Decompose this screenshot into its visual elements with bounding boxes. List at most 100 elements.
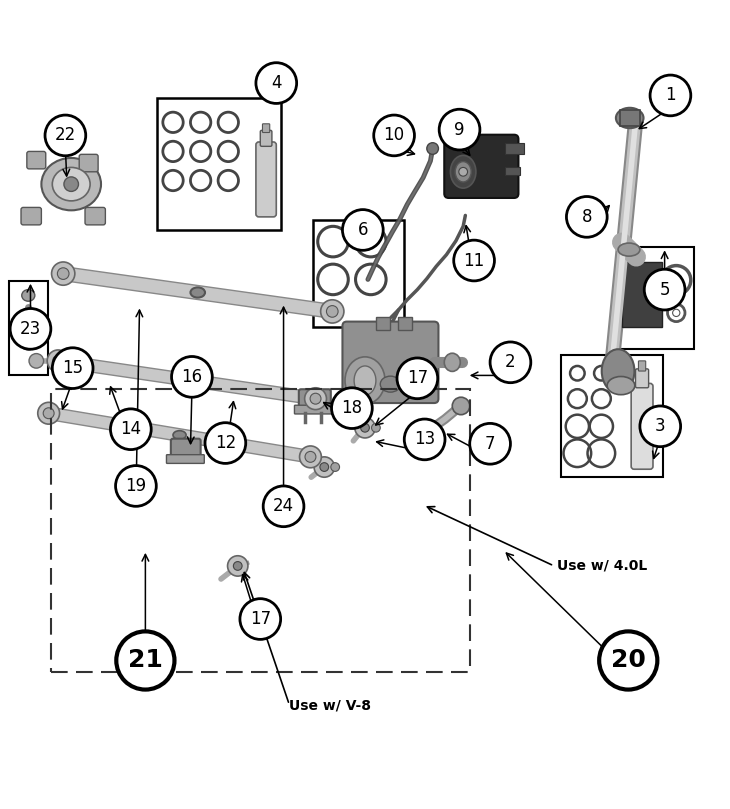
- Bar: [505, 142, 523, 154]
- Bar: [398, 317, 412, 330]
- Circle shape: [116, 631, 174, 689]
- Circle shape: [299, 446, 321, 468]
- Circle shape: [599, 631, 657, 689]
- Circle shape: [372, 423, 380, 432]
- Circle shape: [58, 268, 69, 279]
- Text: 14: 14: [120, 420, 142, 438]
- Text: 15: 15: [62, 359, 83, 377]
- FancyBboxPatch shape: [85, 207, 105, 225]
- Circle shape: [645, 269, 685, 310]
- Circle shape: [47, 350, 69, 372]
- Circle shape: [454, 240, 494, 281]
- Circle shape: [310, 393, 321, 404]
- FancyBboxPatch shape: [171, 438, 201, 459]
- Text: 23: 23: [20, 320, 41, 338]
- Circle shape: [314, 457, 334, 477]
- Circle shape: [10, 308, 51, 349]
- Circle shape: [45, 115, 85, 156]
- Circle shape: [490, 342, 531, 383]
- Circle shape: [566, 197, 607, 237]
- Ellipse shape: [345, 357, 385, 404]
- Circle shape: [640, 406, 680, 447]
- Circle shape: [439, 109, 480, 150]
- FancyBboxPatch shape: [639, 361, 646, 371]
- FancyBboxPatch shape: [299, 389, 331, 409]
- Ellipse shape: [616, 108, 644, 128]
- Circle shape: [361, 423, 369, 432]
- Ellipse shape: [456, 162, 471, 182]
- FancyBboxPatch shape: [263, 124, 269, 133]
- Circle shape: [52, 262, 75, 286]
- Circle shape: [264, 486, 304, 527]
- Ellipse shape: [459, 167, 467, 176]
- Circle shape: [414, 430, 424, 440]
- FancyBboxPatch shape: [166, 455, 204, 464]
- Ellipse shape: [380, 376, 401, 392]
- Circle shape: [453, 397, 469, 415]
- Circle shape: [172, 357, 212, 397]
- Ellipse shape: [445, 354, 461, 371]
- Circle shape: [29, 354, 44, 368]
- Circle shape: [326, 306, 338, 317]
- Bar: [620, 110, 640, 126]
- Circle shape: [331, 463, 339, 472]
- Ellipse shape: [20, 336, 36, 350]
- Text: 13: 13: [414, 430, 435, 448]
- Bar: [623, 262, 662, 328]
- Bar: [157, 98, 280, 230]
- Bar: [9, 281, 48, 375]
- Text: 2: 2: [505, 354, 516, 371]
- Text: 10: 10: [383, 126, 404, 145]
- Ellipse shape: [53, 167, 90, 201]
- Circle shape: [53, 348, 93, 388]
- Ellipse shape: [180, 375, 193, 384]
- Circle shape: [427, 142, 439, 155]
- Ellipse shape: [354, 366, 376, 395]
- FancyBboxPatch shape: [342, 322, 439, 403]
- Ellipse shape: [618, 243, 640, 256]
- Text: 6: 6: [358, 221, 368, 239]
- FancyBboxPatch shape: [261, 130, 272, 146]
- FancyBboxPatch shape: [256, 142, 276, 217]
- Circle shape: [110, 409, 151, 450]
- Ellipse shape: [173, 430, 186, 439]
- Text: Use w/ V-8: Use w/ V-8: [289, 698, 372, 713]
- Ellipse shape: [450, 155, 476, 188]
- Bar: [312, 220, 404, 328]
- Circle shape: [38, 402, 60, 424]
- Ellipse shape: [191, 287, 205, 298]
- Circle shape: [43, 408, 54, 419]
- FancyBboxPatch shape: [79, 155, 98, 172]
- Circle shape: [374, 115, 415, 156]
- Text: 7: 7: [485, 434, 496, 453]
- Text: 8: 8: [582, 208, 592, 226]
- Circle shape: [234, 561, 242, 570]
- Circle shape: [670, 274, 682, 286]
- Bar: [561, 355, 663, 477]
- Ellipse shape: [42, 158, 101, 210]
- Text: 22: 22: [55, 126, 76, 145]
- FancyBboxPatch shape: [636, 369, 649, 388]
- Bar: [376, 317, 391, 330]
- Circle shape: [240, 599, 280, 639]
- Ellipse shape: [64, 177, 78, 192]
- Circle shape: [342, 210, 383, 250]
- Text: 3: 3: [655, 417, 666, 435]
- Text: 1: 1: [665, 87, 676, 104]
- Text: Use w/ 4.0L: Use w/ 4.0L: [557, 559, 648, 573]
- Circle shape: [320, 463, 328, 472]
- Circle shape: [672, 309, 680, 316]
- Bar: [618, 248, 694, 349]
- Ellipse shape: [607, 376, 635, 395]
- Circle shape: [331, 388, 372, 429]
- Ellipse shape: [602, 349, 634, 393]
- Circle shape: [650, 75, 691, 116]
- Text: 18: 18: [342, 399, 363, 417]
- Text: 5: 5: [659, 281, 670, 299]
- Circle shape: [320, 300, 344, 323]
- Text: 11: 11: [464, 252, 485, 269]
- FancyBboxPatch shape: [27, 151, 46, 169]
- FancyBboxPatch shape: [294, 405, 336, 414]
- Bar: [505, 167, 520, 176]
- Circle shape: [305, 451, 316, 462]
